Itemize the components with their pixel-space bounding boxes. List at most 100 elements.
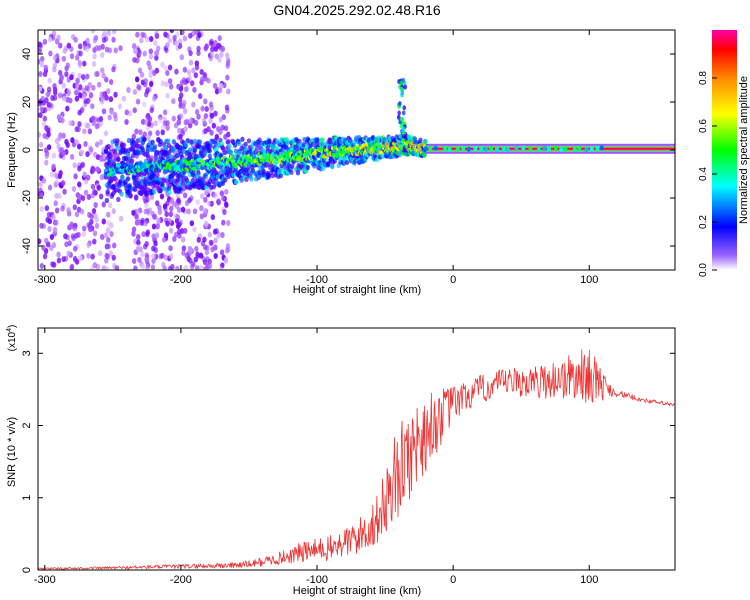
chart-title: GN04.2025.292.02.48.R16 [273, 2, 441, 18]
spectrogram-cell [181, 245, 187, 252]
spectrogram-cell [99, 156, 104, 163]
spectrogram-cell [73, 173, 78, 180]
spectrogram-cell [54, 219, 59, 226]
spectrogram-cell [98, 139, 104, 146]
spectrogram-cell [71, 185, 77, 192]
spectrogram-cell [132, 56, 137, 63]
spectrogram-cell [192, 208, 198, 215]
spectrogram-cell [171, 139, 177, 145]
spectrogram-cell [61, 132, 66, 139]
spectrogram-cell [398, 133, 402, 139]
spectrogram-cell [473, 145, 478, 151]
spectrogram-cell [225, 74, 230, 81]
spectrogram-cell [174, 68, 179, 75]
spectrogram-cell [153, 40, 158, 47]
spectrogram-cell [104, 197, 110, 204]
spectrogram-cell [147, 116, 153, 123]
spectrogram-cell [60, 205, 65, 212]
spectrogram-cell [57, 134, 62, 141]
spectrogram-cell [92, 262, 98, 269]
spectrogram-cell [305, 164, 310, 171]
spectrogram-cell [157, 208, 163, 215]
spectrogram-cell [149, 194, 155, 201]
spectrogram-cell [158, 117, 163, 124]
spectrogram-cell [149, 81, 154, 88]
spectrogram-cell [213, 244, 218, 251]
spectrogram-cell [62, 188, 67, 195]
spectrogram-cell [92, 53, 97, 60]
spectrogram-cell [74, 139, 80, 146]
spectrogram-cell [38, 58, 41, 65]
spectrogram-cell [207, 148, 212, 154]
spectrogram-cell [68, 120, 73, 127]
spectrogram-cell [45, 91, 50, 98]
spectrogram-cell [214, 133, 220, 140]
spectrogram-cell [418, 137, 423, 143]
spectrogram-cell [38, 141, 44, 148]
spectrogram-cell [150, 139, 155, 145]
spectrogram-cell [160, 61, 165, 68]
spectrogram-cell [224, 247, 230, 254]
spectrogram-cell [187, 147, 193, 153]
spectrogram-cell [85, 122, 91, 129]
spectrogram-cell [70, 137, 75, 144]
spectrogram-cell [188, 247, 193, 254]
spectrogram-cell [147, 63, 152, 70]
spectrogram-cell [192, 147, 198, 153]
spectrogram-cell [128, 192, 133, 198]
spectrogram-cell [144, 179, 150, 185]
spectrogram-cell [94, 216, 99, 223]
spectrogram-cell [192, 226, 197, 233]
spectrogram-cell [91, 84, 96, 91]
spectrogram-cell [398, 143, 402, 149]
spectrogram-cell [132, 107, 137, 114]
spectrogram-cell [46, 131, 51, 138]
spectrogram-cell [49, 171, 54, 178]
spectrogram-cell [166, 185, 172, 192]
spectrogram-cell [126, 86, 131, 93]
spectrogram-cell [153, 120, 158, 127]
spectrogram-cell [402, 126, 406, 132]
spectrogram-cell [246, 138, 252, 144]
spectrogram-cell [71, 235, 76, 242]
spectrogram-cell [203, 196, 208, 203]
spectrogram-cell [489, 146, 494, 152]
spectrogram-cell [51, 152, 56, 159]
spectrogram-cell [97, 250, 103, 257]
spectrogram-cell [315, 137, 320, 143]
spectrogram-cell [113, 91, 118, 98]
spectrogram-cell [101, 37, 107, 44]
spectrogram-cell [92, 47, 97, 54]
spectrogram-cell [228, 149, 234, 155]
spectrogram-cell [165, 220, 170, 227]
spectrogram-cell [53, 171, 58, 178]
spectrogram-cell [536, 146, 541, 152]
spectrogram-cell [400, 90, 405, 96]
spectrogram-cell [165, 70, 170, 77]
spectrogram-cell [185, 138, 190, 144]
spectrogram-cell [206, 126, 211, 133]
spectrogram-cell [514, 145, 519, 151]
spectrogram-cell [289, 169, 294, 175]
spectrogram-cell [51, 163, 56, 170]
snr-x-tick-label: -200 [170, 574, 192, 586]
spectrogram-cell [183, 265, 188, 270]
spectrogram-cell [111, 254, 116, 261]
spectrogram-cell [194, 245, 199, 252]
spectrogram-y-tick-label: -40 [21, 238, 33, 254]
snr-y-ticks: 0 1 2 3 [21, 350, 675, 573]
spectrogram-cell [204, 249, 210, 256]
spectrogram-cell [38, 181, 43, 188]
snr-plot-area [38, 328, 675, 570]
spectrogram-cell [192, 86, 197, 93]
spectrogram-cell [553, 145, 558, 151]
spectrogram-cell [124, 118, 129, 125]
spectrogram-cell [144, 256, 149, 263]
spectrogram-x-tick-label: 0 [450, 274, 456, 286]
spectrogram-cell [61, 95, 67, 102]
spectrogram-cell [195, 265, 200, 270]
spectrogram-cell [107, 47, 113, 54]
spectrogram-cell [151, 223, 157, 230]
spectrogram-cell [205, 256, 210, 263]
spectrogram-x-label: Height of straight line (km) [293, 284, 421, 296]
